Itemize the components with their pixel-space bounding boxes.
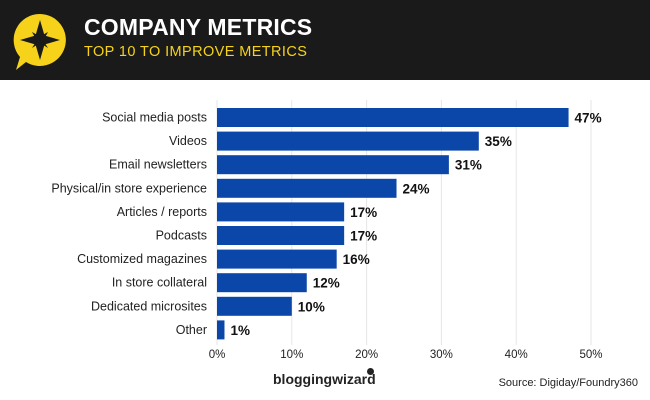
category-label: Customized magazines — [77, 252, 207, 266]
category-label: Dedicated microsites — [91, 299, 207, 313]
value-label: 47% — [575, 111, 602, 126]
x-tick-label: 50% — [579, 349, 602, 361]
star-badge-icon — [13, 13, 66, 71]
value-label: 10% — [298, 299, 325, 314]
value-label: 1% — [230, 323, 250, 338]
category-label: Videos — [169, 134, 207, 148]
category-label: Social media posts — [102, 111, 207, 125]
category-label: Email newsletters — [109, 158, 207, 172]
value-label: 17% — [350, 229, 377, 244]
bar — [217, 320, 225, 340]
page-subtitle: TOP 10 TO IMPROVE METRICS — [84, 44, 308, 60]
x-tick-label: 30% — [430, 349, 453, 361]
brand-logo-dot-icon — [367, 368, 374, 375]
page-title: COMPANY METRICS — [84, 14, 313, 40]
value-label: 17% — [350, 205, 377, 220]
bar — [217, 108, 569, 127]
category-label: Other — [176, 323, 207, 337]
source-note: Source: Digiday/Foundry360 — [498, 377, 638, 389]
bar — [217, 273, 307, 293]
value-label: 12% — [313, 276, 340, 291]
category-label: In store collateral — [112, 276, 207, 290]
bar — [217, 249, 337, 269]
bar — [217, 155, 449, 175]
bar — [217, 178, 397, 198]
bar — [217, 226, 345, 245]
value-label: 16% — [343, 252, 370, 267]
value-label: 31% — [455, 158, 482, 173]
value-label: 24% — [403, 181, 430, 196]
bar — [217, 296, 292, 316]
value-label: 35% — [485, 134, 512, 149]
label-layer: 0% 10% 20% 30% 40% 50% Social media posts 47% Vi… — [51, 111, 602, 362]
category-label: Articles / reports — [117, 205, 207, 219]
x-tick-label: 40% — [505, 349, 528, 361]
x-tick-label: 0% — [209, 349, 226, 361]
bar — [217, 202, 345, 222]
category-label: Podcasts — [156, 229, 207, 243]
category-label: Physical/in store experience — [51, 181, 207, 195]
header-banner: COMPANY METRICS TOP 10 TO IMPROVE METRIC… — [0, 0, 650, 80]
x-tick-label: 10% — [280, 349, 303, 361]
brand-logo: bloggingwizard — [273, 371, 376, 387]
bar — [217, 131, 479, 151]
bar-layer — [217, 108, 569, 340]
x-tick-label: 20% — [355, 349, 378, 361]
